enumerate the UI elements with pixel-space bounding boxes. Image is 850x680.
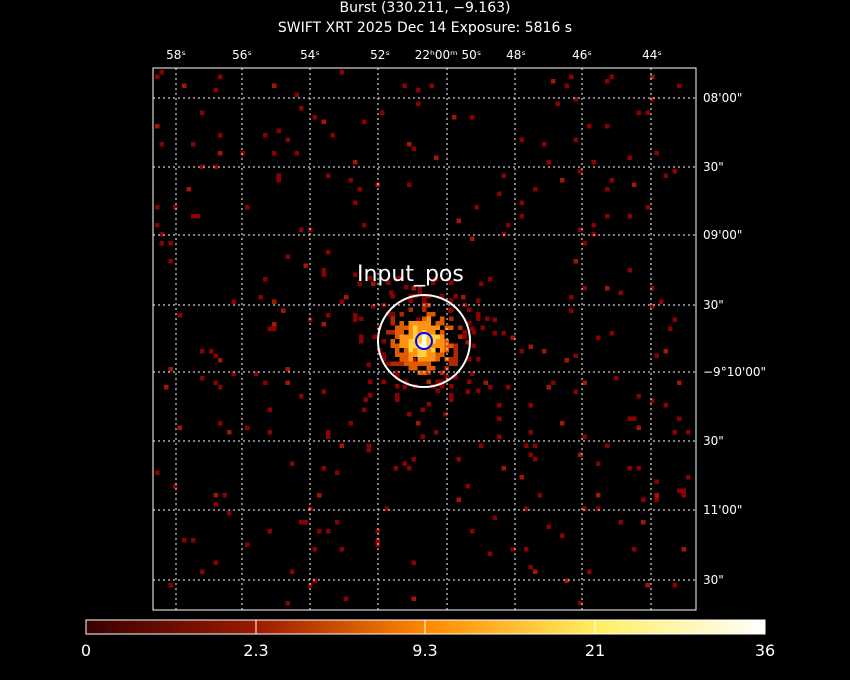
dec-tick-label: 30" <box>703 434 724 448</box>
colorbar-tick-label: 21 <box>584 641 606 660</box>
ra-tick-label: 56ˢ <box>232 48 252 62</box>
dec-tick-label: 09'00" <box>703 228 743 242</box>
colorbar-tick-label: 36 <box>754 641 776 660</box>
ra-tick-label: 58ˢ <box>166 48 186 62</box>
ra-tick-label: 54ˢ <box>300 48 320 62</box>
ra-tick-label: 48ˢ <box>506 48 526 62</box>
image-subtitle: SWIFT XRT 2025 Dec 14 Exposure: 5816 s <box>277 20 573 36</box>
dec-tick-label: 08'00" <box>703 91 743 105</box>
ra-tick-label: 44ˢ <box>642 48 662 62</box>
region-circle-outer[interactable] <box>377 294 471 388</box>
dec-tick-label: 30" <box>703 160 724 174</box>
ra-tick-label: 46ˢ <box>572 48 592 62</box>
dec-tick-label: 11'00" <box>703 503 743 517</box>
colorbar-tick-label: 9.3 <box>412 641 438 660</box>
dec-tick-label: 30" <box>703 573 724 587</box>
dec-tick-label: 30" <box>703 298 724 312</box>
image-frame <box>152 67 697 611</box>
ra-tick-label: 22ʰ00ᵐ 50ˢ <box>414 48 482 62</box>
dec-tick-label: −9°10'00" <box>703 365 767 379</box>
region-circle-inner[interactable] <box>415 332 433 350</box>
colorbar-tick-label: 2.3 <box>243 641 269 660</box>
colorbar-tick-label: 0 <box>80 641 92 660</box>
image-title: Burst (330.211, −9.163) <box>339 0 511 16</box>
ra-tick-label: 52ˢ <box>370 48 390 62</box>
region-label: Input_pos <box>357 262 464 287</box>
